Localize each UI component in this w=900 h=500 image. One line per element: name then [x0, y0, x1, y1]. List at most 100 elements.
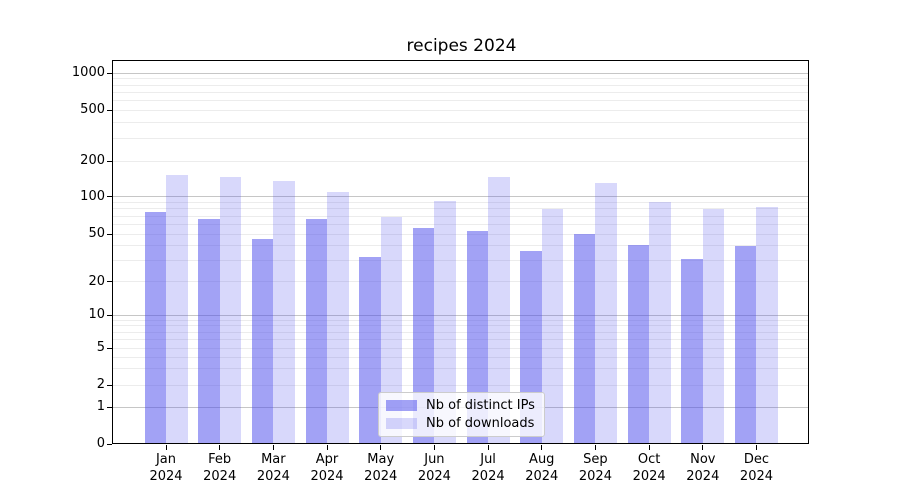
x-tick-label-mar: Mar 2024 [241, 451, 305, 485]
gridline-major [113, 72, 809, 74]
x-tick-month: Sep [583, 452, 608, 467]
bar-ips-mar [251, 238, 274, 444]
x-tick-month: Mar [261, 452, 286, 467]
y-tick-label: 5 [96, 340, 105, 356]
gridline-minor [113, 331, 809, 333]
x-tick-mark [433, 445, 436, 450]
gridline-minor [113, 347, 809, 349]
bar-downloads-mar [273, 180, 295, 444]
gridline-major [113, 196, 809, 198]
bar-downloads-aug [541, 209, 564, 444]
gridline-minor [113, 260, 809, 262]
bar-ips-oct [627, 244, 650, 444]
x-tick-year: 2024 [149, 469, 183, 484]
x-tick-label-dec: Dec 2024 [724, 451, 788, 485]
x-tick-mark [702, 445, 704, 450]
gridline-minor [113, 201, 809, 203]
gridline-minor [113, 137, 809, 139]
y-tick-mark [107, 233, 112, 235]
y-tick-label: 500 [80, 102, 105, 117]
x-tick-year: 2024 [256, 469, 290, 484]
x-tick-month: Aug [529, 452, 555, 467]
x-tick-year: 2024 [632, 469, 666, 484]
gridline-minor [113, 215, 809, 217]
bar-downloads-apr [327, 191, 349, 444]
y-tick-label: 1000 [71, 65, 105, 81]
x-tick-mark [648, 445, 650, 450]
x-tick-month: Apr [315, 452, 339, 467]
bar-ips-dec [734, 245, 757, 444]
y-tick-mark [107, 109, 112, 111]
gridline-minor [113, 339, 809, 341]
gridline-minor [113, 109, 809, 111]
y-tick-mark [107, 160, 112, 162]
x-tick-mark [487, 445, 489, 450]
y-tick-mark [107, 196, 112, 198]
gridline-minor [113, 121, 809, 123]
y-tick-mark [107, 281, 112, 283]
gridline-minor [113, 245, 809, 247]
x-tick-label-nov: Nov 2024 [671, 451, 735, 485]
y-tick-mark [107, 384, 112, 386]
bar-ips-jul [466, 231, 489, 444]
y-tick-label: 0 [96, 436, 105, 451]
gridline-minor [113, 325, 809, 327]
x-tick-month: Jul [480, 452, 496, 467]
x-tick-label-jun: Jun 2024 [402, 451, 466, 485]
gridline-minor [113, 208, 809, 210]
x-tick-month: May [367, 452, 395, 467]
y-tick-mark [107, 347, 112, 349]
x-tick-year: 2024 [739, 469, 774, 484]
x-tick-mark [326, 445, 328, 450]
gridline-minor [113, 78, 809, 80]
y-tick-label: 100 [80, 188, 105, 204]
y-tick-mark [107, 72, 112, 74]
gridline-minor [113, 319, 809, 321]
x-tick-year: 2024 [417, 469, 451, 484]
x-tick-year: 2024 [686, 469, 720, 484]
gridline-minor [113, 281, 809, 283]
x-tick-year: 2024 [471, 469, 505, 484]
x-tick-month: Jun [424, 452, 445, 467]
bar-downloads-dec [756, 207, 778, 444]
x-tick-label-may: May 2024 [349, 451, 413, 485]
gridline-major [113, 314, 809, 316]
legend-label-downloads: Nb of downloads [426, 416, 535, 431]
gridline-minor [113, 160, 809, 162]
x-tick-label-apr: Apr 2024 [295, 451, 359, 485]
bar-ips-sep [573, 234, 596, 444]
x-tick-mark [380, 445, 382, 450]
gridline-minor [113, 84, 809, 86]
bar-downloads-jan [166, 175, 188, 444]
x-tick-month: Oct [637, 452, 661, 467]
gridline-minor [113, 368, 809, 370]
x-tick-mark [755, 445, 758, 450]
y-tick-label: 200 [80, 153, 105, 168]
y-tick-label: 1 [96, 399, 105, 415]
legend-item-distinct-ips: Nb of distinct IPs [386, 398, 535, 413]
x-tick-label-oct: Oct 2024 [617, 451, 681, 485]
bar-downloads-jun [434, 200, 456, 444]
gridline-minor [113, 233, 809, 235]
x-tick-year: 2024 [364, 469, 398, 484]
y-tick-mark [107, 406, 112, 408]
x-tick-year: 2024 [203, 469, 237, 484]
y-tick-label: 10 [88, 307, 105, 322]
y-tick-mark [107, 314, 112, 316]
x-tick-label-jan: Jan 2024 [134, 451, 198, 485]
bar-downloads-nov [702, 209, 725, 444]
x-tick-year: 2024 [578, 469, 612, 484]
gridline-minor [113, 99, 809, 101]
bar-ips-nov [681, 259, 703, 444]
x-tick-mark [272, 445, 275, 450]
x-tick-label-aug: Aug 2024 [510, 451, 574, 485]
bar-ips-apr [305, 219, 328, 444]
gridline-minor [113, 91, 809, 93]
y-tick-label: 50 [88, 226, 105, 242]
bar-downloads-feb [219, 176, 242, 444]
y-tick-label: 2 [96, 377, 105, 392]
x-tick-label-sep: Sep 2024 [563, 451, 627, 485]
x-tick-label-jul: Jul 2024 [456, 451, 520, 485]
gridline-minor [113, 384, 809, 386]
bar-ips-jan [144, 212, 166, 444]
